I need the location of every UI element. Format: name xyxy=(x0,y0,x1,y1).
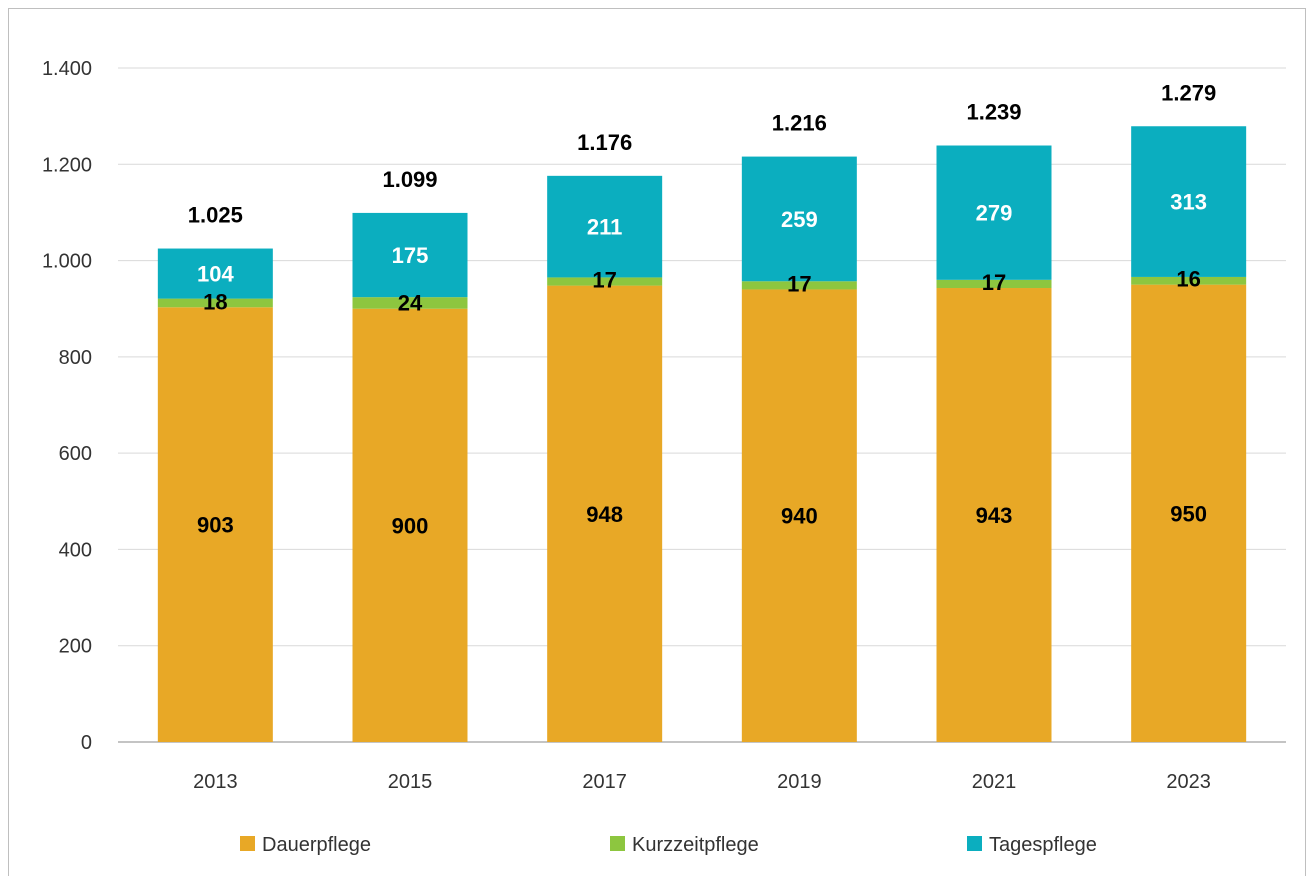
legend-item-kurzzeitpflege: Kurzzeitpflege xyxy=(610,834,759,856)
bar-segment-dauerpflege xyxy=(1131,284,1247,742)
x-tick-label: 2013 xyxy=(193,771,238,793)
data-label-tagespflege: 175 xyxy=(392,243,429,268)
legend-label: Tagespflege xyxy=(989,834,1097,856)
y-tick-label: 0 xyxy=(81,732,92,754)
x-tick-label: 2019 xyxy=(777,771,822,793)
data-label-tagespflege: 313 xyxy=(1170,190,1207,215)
legend-swatch xyxy=(967,836,982,851)
y-tick-label: 600 xyxy=(59,443,92,465)
bar-segment-kurzzeitpflege xyxy=(352,297,468,309)
bar-segment-kurzzeitpflege xyxy=(936,279,1052,289)
total-label: 1.279 xyxy=(1161,80,1216,105)
total-label: 1.099 xyxy=(382,167,437,192)
data-label-kurzzeitpflege: 24 xyxy=(398,291,423,316)
total-label: 1.176 xyxy=(577,130,632,155)
bar-segment-tagespflege xyxy=(547,175,663,278)
bar-segment-kurzzeitpflege xyxy=(1131,276,1247,285)
legend-swatch xyxy=(610,836,625,851)
data-label-tagespflege: 211 xyxy=(587,215,623,240)
x-axis: 2013 2015 2017 2019 2021 2023 xyxy=(193,771,1211,793)
legend-label: Dauerpflege xyxy=(262,834,371,856)
data-label-dauerpflege: 940 xyxy=(781,504,818,529)
data-label-dauerpflege: 900 xyxy=(392,513,429,538)
bar-segment-tagespflege xyxy=(741,156,857,282)
y-tick-label: 800 xyxy=(59,347,92,369)
data-label-kurzzeitpflege: 16 xyxy=(1176,267,1200,292)
data-label-kurzzeitpflege: 17 xyxy=(592,268,616,293)
bar-segment-dauerpflege xyxy=(547,285,663,742)
data-label-dauerpflege: 943 xyxy=(976,503,1013,528)
data-label-kurzzeitpflege: 18 xyxy=(203,289,227,314)
legend-item-dauerpflege: Dauerpflege xyxy=(240,834,371,856)
y-axis: 0 200 400 600 800 1.000 1.200 1.400 xyxy=(42,58,92,754)
legend-item-tagespflege: Tagespflege xyxy=(967,834,1097,856)
y-tick-label: 1.000 xyxy=(42,251,92,273)
bar-segment-tagespflege xyxy=(936,145,1052,280)
bar-segment-dauerpflege xyxy=(741,289,857,742)
bar-segment-dauerpflege xyxy=(157,307,273,742)
total-label: 1.025 xyxy=(188,203,243,228)
legend-label: Kurzzeitpflege xyxy=(632,834,759,856)
y-tick-label: 1.400 xyxy=(42,58,92,80)
bar-segment-tagespflege xyxy=(157,248,273,299)
data-label-kurzzeitpflege: 17 xyxy=(982,270,1006,295)
data-label-tagespflege: 259 xyxy=(781,207,818,232)
legend-swatch xyxy=(240,836,255,851)
x-tick-label: 2023 xyxy=(1166,771,1211,793)
data-label-dauerpflege: 950 xyxy=(1170,501,1207,526)
bar-segment-tagespflege xyxy=(1131,126,1247,277)
y-tick-label: 200 xyxy=(59,636,92,658)
y-tick-label: 400 xyxy=(59,539,92,561)
data-label-dauerpflege: 903 xyxy=(197,513,234,538)
bar-segment-dauerpflege xyxy=(936,288,1052,742)
x-tick-label: 2017 xyxy=(582,771,627,793)
total-label: 1.239 xyxy=(966,100,1021,125)
x-tick-label: 2021 xyxy=(972,771,1017,793)
gridlines xyxy=(118,67,1286,743)
x-tick-label: 2015 xyxy=(388,771,433,793)
data-label-kurzzeitpflege: 17 xyxy=(787,271,811,296)
chart-frame xyxy=(8,8,1306,876)
bar-segment-tagespflege xyxy=(352,212,468,298)
bar-segment-kurzzeitpflege xyxy=(157,298,273,308)
y-tick-label: 1.200 xyxy=(42,154,92,176)
bar-segment-kurzzeitpflege xyxy=(547,277,663,286)
data-label-tagespflege: 279 xyxy=(976,201,1013,226)
total-label: 1.216 xyxy=(772,111,827,136)
bar-segment-kurzzeitpflege xyxy=(741,281,857,290)
legend: Dauerpflege Kurzzeitpflege Tagespflege xyxy=(240,834,1097,856)
bar-segment-dauerpflege xyxy=(352,308,468,742)
data-label-tagespflege: 104 xyxy=(197,262,234,287)
data-label-dauerpflege: 948 xyxy=(586,502,623,527)
